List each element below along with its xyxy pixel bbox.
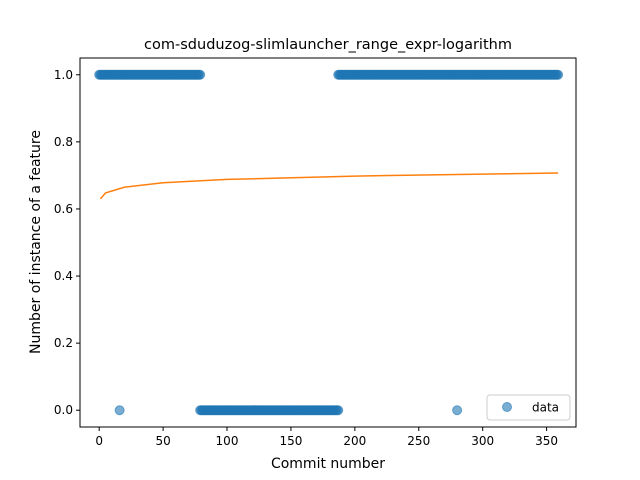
data-point [196,70,205,79]
data-point [334,406,343,415]
y-tick-label: 0.8 [54,135,73,149]
data-point [115,406,124,415]
x-tick-label: 350 [535,434,558,448]
y-tick-label: 0.0 [54,403,73,417]
legend: data [487,395,570,420]
x-tick-label: 0 [95,434,103,448]
legend-label-data: data [532,401,559,415]
x-axis-label: Commit number [271,456,385,472]
y-axis-label: Number of instance of a feature [28,130,44,354]
data-point [554,70,563,79]
y-tick-label: 0.4 [54,269,73,283]
x-tick-label: 200 [343,434,366,448]
x-tick-label: 300 [471,434,494,448]
y-axis-ticks: 0.0 0.2 0.4 0.6 0.8 1.0 [54,68,80,417]
legend-marker-data [503,403,512,412]
plot-area [80,58,576,427]
x-tick-label: 250 [407,434,430,448]
x-tick-label: 50 [155,434,170,448]
x-tick-label: 150 [279,434,302,448]
data-point [453,406,462,415]
x-axis-ticks: 0 50 100 150 200 250 300 350 [95,427,558,448]
y-tick-label: 1.0 [54,68,73,82]
y-tick-label: 0.2 [54,336,73,350]
chart-title: com-sduduzog-slimlauncher_range_expr-log… [144,37,512,53]
x-tick-label: 100 [216,434,239,448]
y-tick-label: 0.6 [54,202,73,216]
